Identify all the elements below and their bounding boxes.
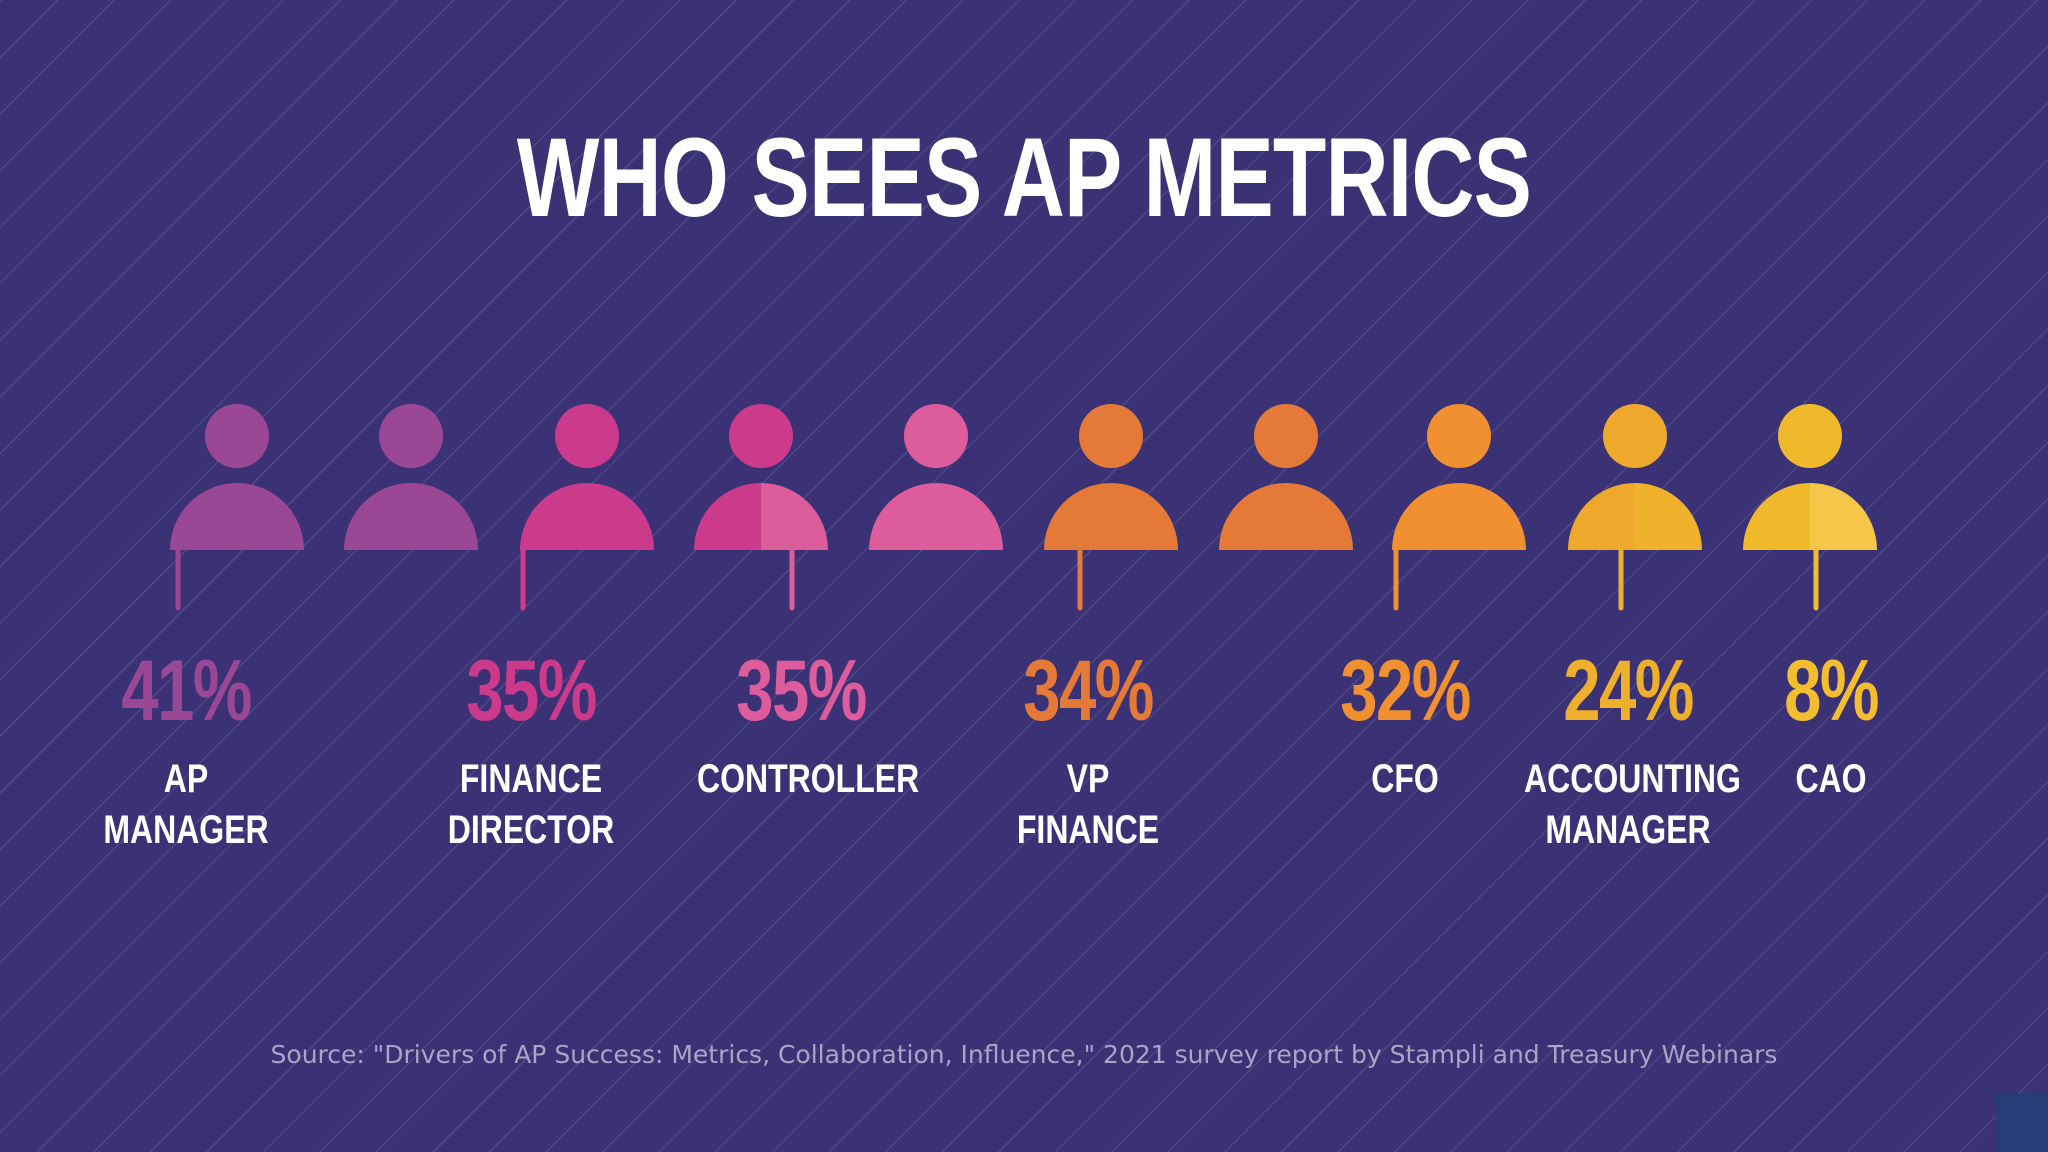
- person-body-left: [1044, 483, 1111, 550]
- person-icon: [520, 404, 654, 550]
- category-label-line: AP: [163, 757, 209, 801]
- value-label: 41%: [121, 643, 252, 739]
- category-label-line: DIRECTOR: [447, 808, 615, 852]
- person-icon: [1568, 404, 1702, 550]
- value-label: 24%: [1563, 643, 1694, 739]
- category-label: AP MANAGER: [82, 754, 290, 856]
- category-label-line: FINANCE: [459, 757, 603, 801]
- person-body-right: [936, 483, 1003, 550]
- person-icon: [1743, 404, 1877, 550]
- person-body-left: [1743, 483, 1810, 550]
- person-icon: [694, 404, 828, 550]
- person-head: [205, 404, 269, 468]
- person-body-left: [344, 483, 411, 550]
- person-body-right: [411, 483, 478, 550]
- person-head: [1254, 404, 1318, 468]
- corner-decoration: [1996, 1094, 2048, 1152]
- person-body-right: [1286, 483, 1353, 550]
- person-body-right: [1111, 483, 1178, 550]
- person-body-left: [1392, 483, 1459, 550]
- person-icon: [869, 404, 1003, 550]
- person-body-left: [694, 483, 761, 550]
- category-label-line: FINANCE: [1016, 808, 1160, 852]
- person-head: [555, 404, 619, 468]
- value-label: 8%: [1784, 643, 1879, 739]
- person-head: [1427, 404, 1491, 468]
- category-label-line: VP: [1066, 757, 1110, 801]
- category-label-line: CAO: [1795, 757, 1867, 801]
- category-label-line: MANAGER: [103, 808, 269, 852]
- person-body-left: [170, 483, 237, 550]
- person-icon: [1219, 404, 1353, 550]
- person-icon: [344, 404, 478, 550]
- category-label: CAO: [1727, 754, 1935, 805]
- person-body-left: [1568, 483, 1635, 550]
- person-body-right: [237, 483, 304, 550]
- source-note: Source: "Drivers of AP Success: Metrics,…: [270, 1040, 1778, 1069]
- page-title: WHO SEES AP METRICS: [516, 115, 1532, 240]
- person-head: [1079, 404, 1143, 468]
- value-label: 34%: [1023, 643, 1154, 739]
- category-label: CONTROLLER: [697, 754, 920, 805]
- person-body-right: [1459, 483, 1526, 550]
- category-label-line: ACCOUNTING: [1524, 757, 1741, 801]
- category-label: CFO: [1301, 754, 1509, 805]
- category-label: ACCOUNTING MANAGER: [1524, 754, 1741, 856]
- person-head: [904, 404, 968, 468]
- category-label-line: CONTROLLER: [697, 757, 920, 801]
- person-body-right: [587, 483, 654, 550]
- category-label: VP FINANCE: [984, 754, 1192, 856]
- category-label-line: MANAGER: [1545, 808, 1711, 852]
- person-icon: [1044, 404, 1178, 550]
- person-body-left: [520, 483, 587, 550]
- person-head: [379, 404, 443, 468]
- person-body-right: [1810, 483, 1877, 550]
- person-icon: [1392, 404, 1526, 550]
- person-body-right: [761, 483, 828, 550]
- value-label: 32%: [1340, 643, 1471, 739]
- category-label: FINANCE DIRECTOR: [427, 754, 635, 856]
- person-head: [1603, 404, 1667, 468]
- person-head: [729, 404, 793, 468]
- person-body-right: [1635, 483, 1702, 550]
- person-body-left: [869, 483, 936, 550]
- person-icon: [170, 404, 304, 550]
- category-label-line: CFO: [1371, 757, 1439, 801]
- value-label: 35%: [466, 643, 597, 739]
- value-label: 35%: [736, 643, 867, 739]
- person-head: [1778, 404, 1842, 468]
- person-body-left: [1219, 483, 1286, 550]
